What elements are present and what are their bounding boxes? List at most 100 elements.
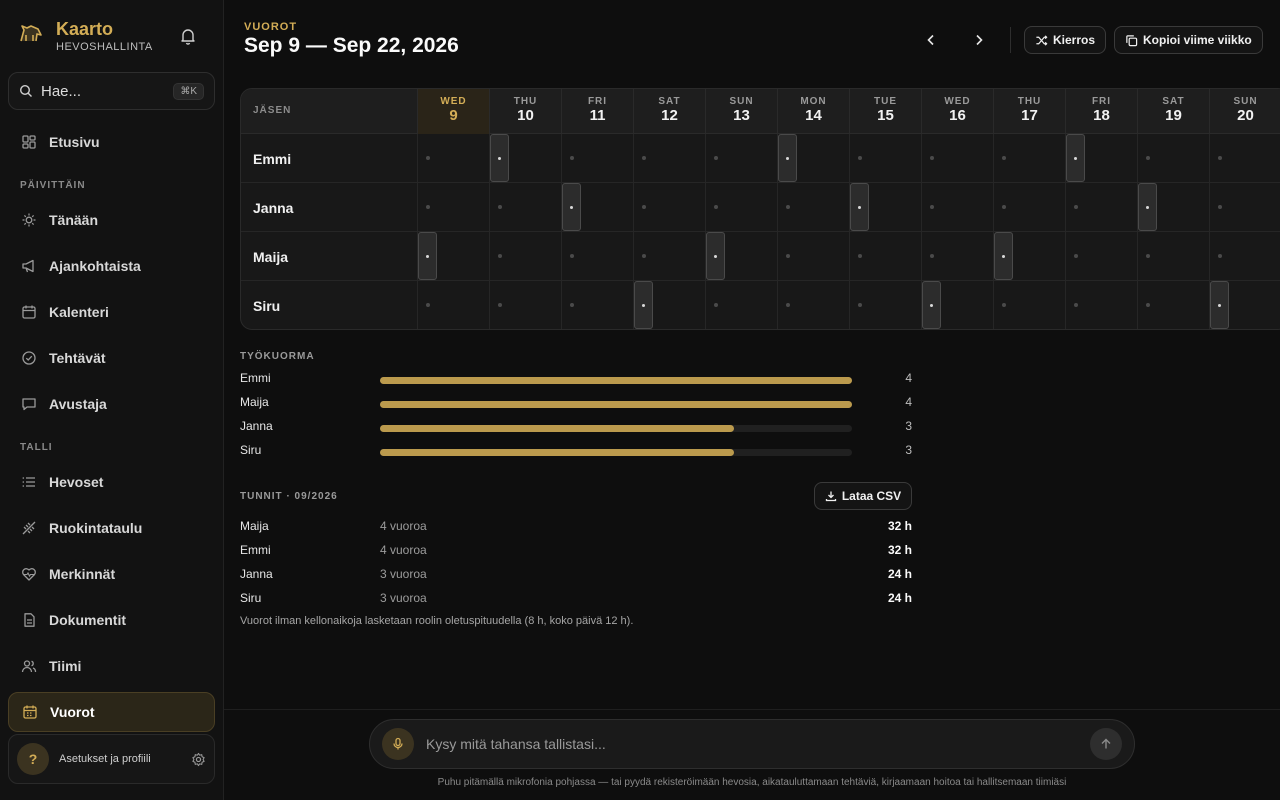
shift-block[interactable] <box>778 134 797 182</box>
empty-slot-dot <box>498 303 502 307</box>
shift-cell[interactable] <box>417 183 489 232</box>
shift-cell[interactable] <box>921 232 993 281</box>
shift-cell[interactable] <box>633 134 705 183</box>
avatar: ? <box>17 743 49 775</box>
shift-cell[interactable] <box>1209 183 1280 232</box>
send-button[interactable] <box>1090 728 1122 760</box>
shift-cell[interactable] <box>633 232 705 281</box>
shift-block[interactable] <box>994 232 1013 280</box>
shift-cell[interactable] <box>1065 183 1137 232</box>
brand[interactable]: Kaarto HEVOSHALLINTA <box>18 18 153 53</box>
shift-cell[interactable] <box>561 232 633 281</box>
shift-block[interactable] <box>850 183 869 231</box>
copy-last-week-button[interactable]: Kopioi viime viikko <box>1114 26 1263 54</box>
shift-cell[interactable] <box>993 183 1065 232</box>
nav-item-assistant[interactable]: Avustaja <box>8 384 215 424</box>
shift-cell[interactable] <box>417 232 489 281</box>
shift-cell[interactable] <box>921 134 993 183</box>
shift-block[interactable] <box>1066 134 1085 182</box>
shift-cell[interactable] <box>777 134 849 183</box>
empty-slot-dot <box>858 303 862 307</box>
shift-cell[interactable] <box>1065 281 1137 329</box>
shift-block[interactable] <box>1138 183 1157 231</box>
prev-period-button[interactable] <box>919 28 943 52</box>
shift-cell[interactable] <box>777 183 849 232</box>
download-csv-button[interactable]: Lataa CSV <box>814 482 912 510</box>
shift-cell[interactable] <box>417 281 489 329</box>
shift-cell[interactable] <box>777 232 849 281</box>
hours-row: Janna 3 vuoroa 24 h <box>240 567 912 583</box>
shift-marker <box>1218 304 1221 307</box>
gear-icon[interactable] <box>191 752 206 767</box>
shift-cell[interactable] <box>921 281 993 329</box>
nav-item-today[interactable]: Tänään <box>8 200 215 240</box>
empty-slot-dot <box>426 156 430 160</box>
nav-item-notes[interactable]: Merkinnät <box>8 554 215 594</box>
shift-cell[interactable] <box>921 183 993 232</box>
shift-cell[interactable] <box>489 134 561 183</box>
shift-cell[interactable] <box>1209 134 1280 183</box>
shift-cell[interactable] <box>1137 134 1209 183</box>
shift-cell[interactable] <box>1065 232 1137 281</box>
shift-cell[interactable] <box>633 281 705 329</box>
shift-cell[interactable] <box>1209 232 1280 281</box>
empty-slot-dot <box>1002 205 1006 209</box>
bell-icon[interactable] <box>178 26 198 46</box>
nav-item-documents[interactable]: Dokumentit <box>8 600 215 640</box>
shift-cell[interactable] <box>561 183 633 232</box>
ask-input[interactable] <box>426 736 1090 752</box>
shift-cell[interactable] <box>561 281 633 329</box>
shift-block[interactable] <box>562 183 581 231</box>
shift-cell[interactable] <box>489 183 561 232</box>
shift-cell[interactable] <box>1137 183 1209 232</box>
nav-item-shifts[interactable]: Vuorot <box>8 692 215 732</box>
empty-slot-dot <box>642 156 646 160</box>
shift-cell[interactable] <box>705 134 777 183</box>
nav-item-tasks[interactable]: Tehtävät <box>8 338 215 378</box>
rotation-button[interactable]: Kierros <box>1024 26 1107 54</box>
shift-block[interactable] <box>490 134 509 182</box>
shift-cell[interactable] <box>489 232 561 281</box>
member-column-header: JÄSEN <box>253 105 292 116</box>
shift-marker <box>1002 255 1005 258</box>
shift-cell[interactable] <box>849 281 921 329</box>
shift-cell[interactable] <box>561 134 633 183</box>
nav-item-feeding[interactable]: Ruokintataulu <box>8 508 215 548</box>
shift-block[interactable] <box>922 281 941 329</box>
shift-block[interactable] <box>634 281 653 329</box>
shift-cell[interactable] <box>705 281 777 329</box>
hours-row: Emmi 4 vuoroa 32 h <box>240 543 912 559</box>
search-input[interactable]: Hae... <box>41 82 82 100</box>
nav-item-calendar[interactable]: Kalenteri <box>8 292 215 332</box>
search-box[interactable]: Hae... ⌘K <box>8 72 215 110</box>
shift-cell[interactable] <box>849 134 921 183</box>
shift-cell[interactable] <box>993 134 1065 183</box>
shift-cell[interactable] <box>849 232 921 281</box>
shift-block[interactable] <box>1210 281 1229 329</box>
microphone-button[interactable] <box>382 728 414 760</box>
day-number: 16 <box>949 107 966 124</box>
shift-cell[interactable] <box>993 232 1065 281</box>
shift-cell[interactable] <box>1137 281 1209 329</box>
shift-cell[interactable] <box>633 183 705 232</box>
shift-cell[interactable] <box>849 183 921 232</box>
shift-cell[interactable] <box>705 183 777 232</box>
nav-item-team[interactable]: Tiimi <box>8 646 215 686</box>
shift-block[interactable] <box>418 232 437 280</box>
shift-cell[interactable] <box>1065 134 1137 183</box>
shift-cell[interactable] <box>705 232 777 281</box>
shift-cell[interactable] <box>993 281 1065 329</box>
shift-cell[interactable] <box>489 281 561 329</box>
next-period-button[interactable] <box>967 28 991 52</box>
profile-settings[interactable]: ? Asetukset ja profiili <box>8 734 215 784</box>
day-header: SUN 13 <box>705 89 777 134</box>
nav-item-horses[interactable]: Hevoset <box>8 462 215 502</box>
nav-item-home[interactable]: Etusivu <box>8 122 215 162</box>
workload-member: Maija <box>240 395 269 409</box>
shift-cell[interactable] <box>417 134 489 183</box>
shift-cell[interactable] <box>1137 232 1209 281</box>
shift-block[interactable] <box>706 232 725 280</box>
shift-cell[interactable] <box>777 281 849 329</box>
nav-item-news[interactable]: Ajankohtaista <box>8 246 215 286</box>
shift-cell[interactable] <box>1209 281 1280 329</box>
